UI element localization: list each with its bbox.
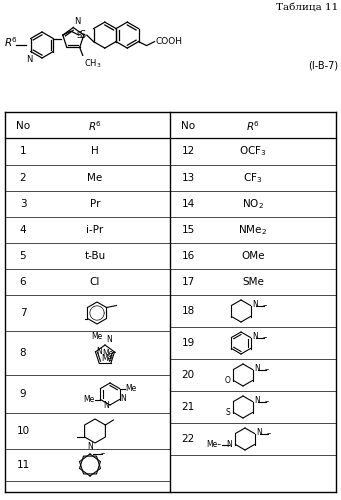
Text: Cl: Cl [90, 277, 100, 287]
Text: t-Bu: t-Bu [84, 251, 106, 261]
Text: CF$_3$: CF$_3$ [243, 171, 263, 185]
Text: Me: Me [125, 384, 137, 393]
Text: N: N [256, 428, 262, 437]
Text: 19: 19 [181, 338, 195, 348]
Text: Me: Me [87, 173, 103, 183]
Text: 12: 12 [181, 146, 195, 156]
Text: $R^6$: $R^6$ [4, 35, 18, 49]
Text: NMe$_2$: NMe$_2$ [238, 223, 268, 237]
Text: N: N [103, 400, 109, 409]
Text: S: S [76, 30, 82, 40]
Text: $R^6$: $R^6$ [88, 119, 102, 133]
Text: S: S [80, 30, 86, 40]
Text: 21: 21 [181, 402, 195, 412]
Text: 13: 13 [181, 173, 195, 183]
Text: Me: Me [103, 350, 114, 358]
Text: 14: 14 [181, 199, 195, 209]
Text: OCF$_3$: OCF$_3$ [239, 144, 267, 158]
Text: 6: 6 [20, 277, 26, 287]
Text: NO$_2$: NO$_2$ [242, 197, 264, 211]
Text: CH$_3$: CH$_3$ [84, 58, 101, 70]
Text: H: H [91, 146, 99, 156]
Text: 8: 8 [20, 348, 26, 358]
Text: (I-B-7): (I-B-7) [308, 60, 338, 70]
Text: N: N [253, 300, 258, 309]
Text: No: No [16, 121, 30, 131]
Text: Pr: Pr [90, 199, 100, 209]
Text: O: O [225, 376, 231, 385]
Text: –: – [267, 429, 271, 438]
Text: 20: 20 [181, 370, 195, 380]
Text: COOH: COOH [155, 37, 182, 46]
Text: 3: 3 [20, 199, 26, 209]
Text: N: N [97, 348, 102, 356]
Text: 1: 1 [20, 146, 26, 156]
Text: 9: 9 [20, 389, 26, 399]
Text: S: S [226, 408, 231, 417]
Text: 17: 17 [181, 277, 195, 287]
Text: N: N [27, 54, 33, 64]
Text: $R^6$: $R^6$ [246, 119, 260, 133]
Text: –: – [101, 450, 105, 458]
Text: –: – [263, 301, 267, 310]
Text: Me: Me [92, 332, 103, 341]
Text: 16: 16 [181, 251, 195, 261]
Text: i-Pr: i-Pr [86, 225, 104, 235]
Text: Me–: Me– [206, 440, 221, 449]
Text: 11: 11 [16, 460, 30, 470]
Text: N: N [106, 335, 112, 344]
Text: –: – [263, 333, 267, 342]
Text: N: N [74, 16, 80, 26]
Text: N: N [254, 364, 260, 373]
Text: 2: 2 [20, 173, 26, 183]
Text: Me: Me [101, 354, 113, 363]
Text: 5: 5 [20, 251, 26, 261]
Text: N: N [120, 394, 126, 403]
Text: 15: 15 [181, 225, 195, 235]
Text: 7: 7 [20, 308, 26, 318]
Text: N: N [227, 440, 233, 449]
Text: –: – [265, 397, 269, 406]
Text: N: N [253, 332, 258, 341]
Text: 10: 10 [16, 426, 30, 436]
Text: N: N [254, 396, 260, 405]
Text: –: – [265, 365, 269, 374]
Text: No: No [181, 121, 195, 131]
Text: 18: 18 [181, 306, 195, 316]
Text: N: N [87, 442, 93, 451]
Text: SMe: SMe [242, 277, 264, 287]
Text: OMe: OMe [241, 251, 265, 261]
Text: Таблица 11: Таблица 11 [276, 3, 338, 12]
Text: 4: 4 [20, 225, 26, 235]
Text: Me: Me [83, 395, 94, 404]
Text: 22: 22 [181, 434, 195, 444]
